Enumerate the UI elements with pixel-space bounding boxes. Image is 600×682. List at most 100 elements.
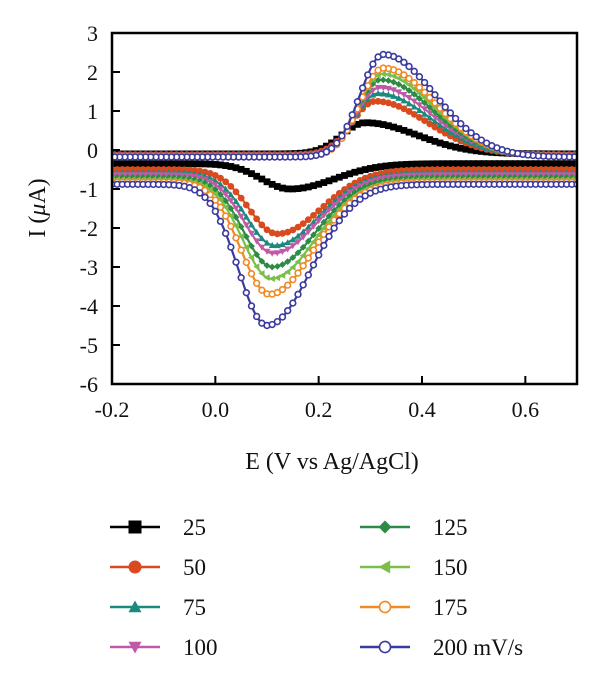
data-point [390,87,397,94]
data-point [206,170,214,177]
legend-item: 150 [360,555,468,580]
data-point [310,182,317,190]
data-point [284,228,292,236]
data-point [248,170,255,178]
data-point [426,136,434,144]
data-point [144,160,152,168]
legend-marker [378,520,392,534]
data-point [563,160,571,168]
data-point [289,263,296,271]
y-tick-label: 2 [87,60,98,85]
data-point [372,164,379,171]
data-point [416,95,423,102]
data-point [263,178,271,186]
data-point [278,313,287,321]
x-axis-title: E (V vs Ag/AgCl) [245,449,419,475]
data-point [374,76,382,84]
data-point [206,160,214,168]
data-point [372,179,379,187]
data-point [310,223,317,230]
data-point [385,71,392,79]
data-point [227,163,235,170]
data-point [180,160,188,168]
data-point [190,186,199,194]
data-point [279,184,286,192]
data-point [552,160,560,168]
data-point [441,122,449,129]
data-point [338,132,346,140]
data-point [299,184,307,192]
data-point [299,228,307,235]
data-point [227,205,235,212]
data-point [490,160,498,168]
data-point [289,275,297,284]
data-point [211,161,219,168]
legend-label: 75 [183,595,206,620]
data-point [408,160,416,168]
data-point [431,91,439,99]
data-point [232,205,240,212]
legend-item: 25 [110,515,206,540]
data-point [325,212,333,220]
data-point [403,174,410,182]
data-point [516,160,524,168]
data-point [315,180,323,188]
data-point [410,98,418,105]
data-point [186,160,193,168]
y-tick-label: 3 [87,21,98,46]
data-point [211,182,219,189]
y-tick-label: -5 [80,333,98,358]
data-point [330,207,338,214]
data-point [211,196,220,204]
data-point [472,133,480,141]
data-point [415,73,424,81]
data-point [403,161,410,168]
data-point [175,160,183,168]
data-point [441,103,449,111]
data-point [416,102,423,109]
data-point [268,275,275,283]
data-point [222,178,230,186]
data-point [385,99,392,107]
data-point [273,274,281,282]
data-point [532,160,540,168]
data-point [284,268,291,276]
data-point [232,188,240,196]
data-point [227,222,235,230]
legend-item: 175 [360,595,468,620]
legend-item: 50 [110,555,206,580]
data-point [527,160,534,168]
data-point [304,183,312,191]
data-point [439,160,447,168]
data-point [268,241,276,248]
data-point [201,168,209,176]
data-point [315,231,322,239]
data-point [248,242,255,250]
data-point [327,144,336,153]
data-point [361,166,369,173]
data-point [395,89,403,96]
data-point [511,173,519,181]
data-point [343,122,351,131]
legend-label: 100 [183,635,218,660]
data-point [341,197,348,204]
data-point [374,53,382,61]
data-point [232,213,240,221]
data-point [294,239,302,246]
data-point [457,120,465,128]
data-point [465,160,472,168]
data-point [353,98,362,106]
data-point [395,125,403,133]
data-point [284,258,292,265]
data-point [454,160,462,168]
data-point [232,258,240,266]
data-point [149,160,157,168]
plot-frame [110,31,579,386]
data-point [379,70,386,78]
data-point [242,213,250,220]
data-point [400,91,408,99]
data-point [348,111,356,119]
x-tick-label: -0.2 [95,397,130,422]
data-point [149,173,157,181]
y-tick-label: 0 [87,138,98,163]
